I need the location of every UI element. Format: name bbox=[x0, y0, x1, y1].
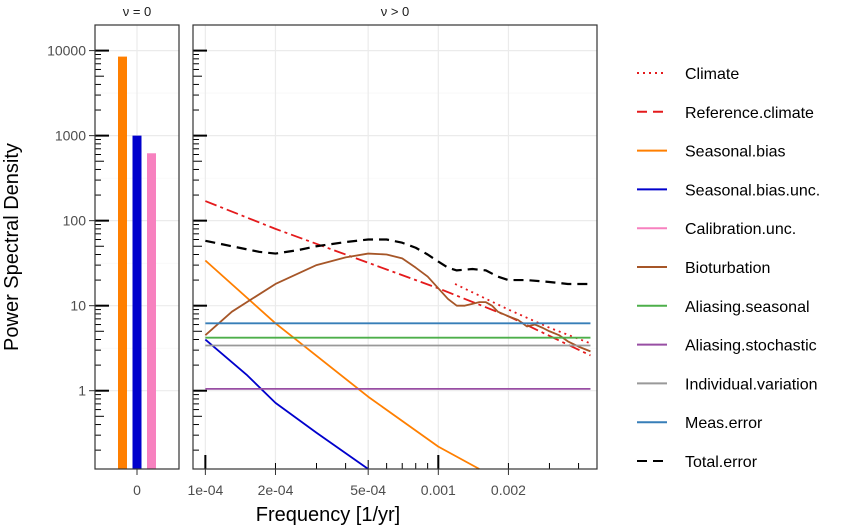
bar-seasonal-bias bbox=[118, 56, 127, 469]
panel-right-border bbox=[192, 24, 598, 470]
series-seasonal-bias bbox=[204, 259, 480, 470]
legend-label: Total.error bbox=[685, 454, 758, 471]
legend-label: Aliasing.seasonal bbox=[685, 299, 810, 316]
panel-right-series bbox=[204, 200, 591, 470]
x-axis-ticks: 1e-04 2e-04 5e-04 0.001 0.002 bbox=[187, 469, 526, 498]
legend-label: Climate bbox=[685, 66, 739, 83]
bar-seasonal-bias-unc- bbox=[132, 135, 142, 469]
panel-nu-positive: ν > 0 1e-04 2e-04 5e-04 0.001 0.002 bbox=[187, 4, 598, 498]
x-tick-label: 1e-04 bbox=[187, 482, 223, 498]
y-tick-label: 10000 bbox=[47, 43, 86, 59]
x-tick-label: 0.001 bbox=[421, 482, 456, 498]
panel-right-background bbox=[193, 25, 597, 469]
y-tick-label: 1000 bbox=[55, 128, 86, 144]
x-tick-label: 0.002 bbox=[491, 482, 526, 498]
panel-right-grid bbox=[193, 24, 597, 469]
x-tick-label: 5e-04 bbox=[350, 482, 386, 498]
strip-label-right: ν > 0 bbox=[381, 4, 410, 19]
legend-label: Meas.error bbox=[685, 415, 763, 432]
series-climate bbox=[454, 283, 591, 345]
legend-label: Seasonal.bias.unc. bbox=[685, 182, 820, 199]
legend-label: Reference.climate bbox=[685, 105, 814, 122]
y-axis-title: Power Spectral Density bbox=[1, 143, 23, 351]
panel-nu-zero: ν = 0 0 bbox=[94, 4, 180, 498]
x-tick-label: 2e-04 bbox=[258, 482, 294, 498]
panel-left-bars bbox=[118, 56, 156, 470]
y-axis: 1 10 100 1000 10000 bbox=[47, 43, 95, 399]
legend-label: Aliasing.stochastic bbox=[685, 338, 817, 355]
y-tick-label: 1 bbox=[78, 383, 86, 399]
legend-label: Bioturbation bbox=[685, 260, 770, 277]
series-total-error bbox=[205, 238, 591, 286]
legend: Climate Reference.climate Seasonal.bias Sea… bbox=[637, 66, 820, 471]
legend-label: Individual.variation bbox=[685, 376, 818, 393]
y-tick-label: 10 bbox=[70, 298, 86, 314]
strip-label-left: ν = 0 bbox=[123, 4, 152, 19]
legend-label: Seasonal.bias bbox=[685, 144, 786, 161]
y-tick-label: 100 bbox=[63, 213, 87, 229]
series-seasonal-bias-unc- bbox=[204, 338, 369, 470]
x-tick-label-zero: 0 bbox=[133, 482, 141, 498]
x-axis-title: Frequency [1/yr] bbox=[256, 504, 401, 526]
bar-calibration-unc- bbox=[147, 153, 156, 470]
legend-label: Calibration.unc. bbox=[685, 221, 796, 238]
series-bioturbation bbox=[204, 252, 591, 353]
